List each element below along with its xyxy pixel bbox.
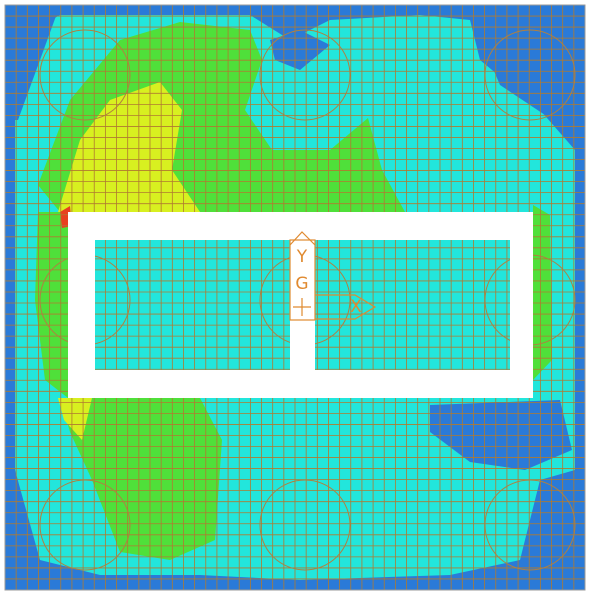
green-contour bbox=[533, 205, 552, 380]
y-axis-label: Y bbox=[296, 247, 308, 267]
yellow-contour bbox=[58, 398, 92, 440]
frame bbox=[4, 4, 586, 591]
green-contour bbox=[60, 398, 222, 560]
opening-frame bbox=[68, 212, 533, 398]
column bbox=[484, 479, 576, 571]
mesh-grid bbox=[4, 4, 586, 591]
x-arrow bbox=[315, 294, 377, 320]
column bbox=[39, 29, 131, 121]
glyph-box bbox=[289, 239, 316, 321]
axis-glyph bbox=[289, 231, 377, 321]
blue-patch bbox=[5, 5, 60, 120]
column bbox=[484, 29, 576, 121]
column bbox=[259, 29, 351, 121]
origin-label: G bbox=[295, 274, 308, 294]
column bbox=[39, 479, 131, 571]
column bbox=[259, 479, 351, 571]
blue-patch bbox=[470, 15, 585, 140]
blue-patch bbox=[430, 400, 572, 470]
yellow-contour bbox=[58, 82, 200, 212]
x-axis-label: X bbox=[350, 297, 362, 317]
y-arrow bbox=[289, 231, 316, 246]
